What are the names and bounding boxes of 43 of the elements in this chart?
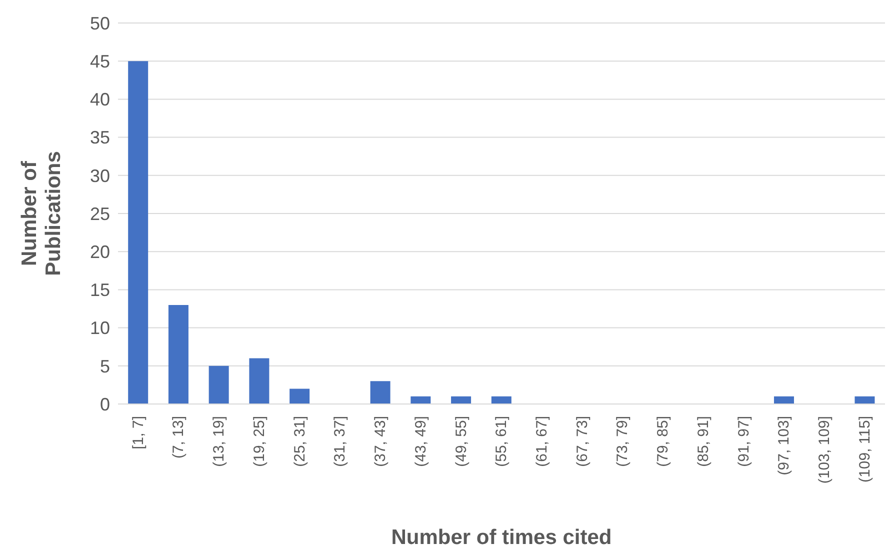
y-tick-label: 35 (90, 128, 110, 148)
x-tick-label: (43, 49] (412, 416, 430, 467)
bar (208, 366, 229, 404)
y-tick-label: 25 (90, 204, 110, 224)
bar (410, 396, 431, 404)
y-tick-label: 40 (90, 90, 110, 110)
y-tick-label: 20 (90, 242, 110, 262)
bar (290, 388, 310, 404)
x-tick-label: (25, 31] (291, 416, 308, 467)
x-tick-label: [1, 7] (130, 416, 147, 450)
x-tick-label: (109, 115] (856, 416, 874, 482)
x-tick-label: (55, 61] (493, 416, 510, 467)
y-tick-label: 45 (90, 51, 110, 72)
y-tick-label: 15 (90, 280, 110, 300)
x-tick-label: (85, 91] (694, 416, 712, 467)
x-tick-label: (97, 103] (776, 416, 793, 476)
bar (854, 396, 875, 404)
x-tick-label: (91, 97] (735, 416, 752, 467)
bar (451, 396, 472, 404)
x-axis-title: Number of times cited (391, 526, 612, 549)
x-tick-label: (103, 109] (816, 416, 834, 484)
x-tick-label: (13, 19] (210, 416, 228, 467)
y-tick-label: 50 (90, 13, 110, 34)
bar (128, 61, 148, 404)
y-tick-label: 30 (90, 166, 110, 186)
x-tick-label: (73, 79] (614, 416, 632, 467)
x-tick-label: (49, 55] (452, 416, 470, 467)
x-tick-label: (31, 37] (332, 416, 349, 467)
x-tick-label: (19, 25] (250, 416, 268, 467)
y-tick-label: 10 (90, 318, 110, 338)
bar (370, 381, 390, 404)
x-tick-label: (79, 85] (654, 416, 672, 467)
bar (168, 304, 188, 404)
y-tick-label: 0 (100, 394, 110, 414)
x-tick-label: (7, 13] (170, 416, 188, 459)
y-axis-title: Number of Publications (18, 151, 65, 276)
bar (774, 396, 794, 404)
x-tick-label: (61, 67] (534, 416, 551, 467)
x-tick-label: (67, 73] (574, 416, 591, 467)
x-tick-label: (37, 43] (372, 416, 390, 467)
y-tick-label: 5 (100, 356, 110, 376)
bar (249, 358, 270, 404)
bar (491, 396, 512, 404)
